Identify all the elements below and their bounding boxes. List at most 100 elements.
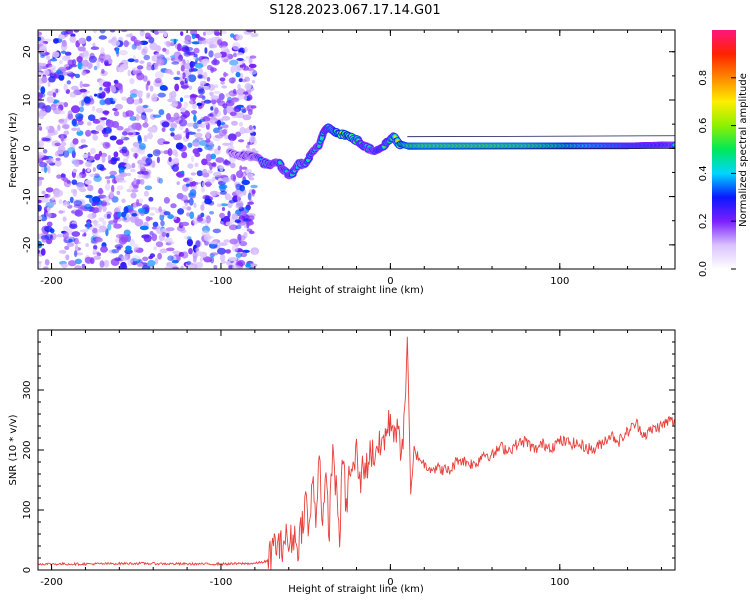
noise-blob — [141, 48, 147, 56]
noise-blob — [133, 243, 139, 251]
noise-blob — [186, 206, 192, 211]
noise-blob — [113, 110, 120, 117]
noise-blob — [211, 59, 220, 66]
noise-blob — [103, 196, 110, 203]
noise-blob — [246, 173, 254, 179]
noise-blob — [73, 30, 80, 33]
noise-blob — [159, 248, 168, 254]
noise-blob — [41, 156, 50, 160]
noise-blob — [95, 237, 103, 243]
spectrogram-y-axis-label: Frequency (Hz) — [8, 112, 19, 188]
noise-blob — [212, 176, 216, 182]
noise-blob — [247, 215, 255, 221]
noise-blob — [134, 59, 139, 63]
noise-blob — [58, 210, 64, 214]
noise-blob — [38, 140, 44, 148]
noise-blob — [197, 67, 203, 76]
noise-blob — [38, 199, 42, 204]
noise-blob — [47, 130, 56, 136]
noise-blob — [160, 220, 165, 227]
noise-blob — [98, 217, 105, 222]
noise-blob — [192, 148, 200, 155]
noise-blob — [137, 134, 142, 142]
noise-blob — [58, 101, 65, 106]
noise-blob — [135, 113, 140, 122]
noise-blob — [142, 104, 149, 109]
noise-blob — [239, 126, 246, 135]
noise-blob — [111, 249, 120, 254]
noise-blob — [147, 259, 156, 267]
noise-blob — [187, 51, 196, 56]
noise-blob — [132, 184, 139, 189]
noise-blob — [250, 184, 258, 189]
noise-blob — [223, 58, 229, 63]
noise-blob — [179, 72, 183, 80]
noise-blob — [202, 256, 212, 262]
noise-blob — [77, 205, 87, 211]
noise-blob — [205, 139, 211, 143]
noise-blob — [213, 30, 220, 35]
noise-blob — [190, 172, 197, 176]
noise-blob — [116, 190, 121, 195]
noise-blob — [170, 203, 177, 209]
spectrogram-y-tick-label: -10 — [22, 188, 33, 204]
noise-blob — [193, 114, 197, 122]
noise-blob — [207, 83, 216, 91]
noise-blob — [244, 82, 252, 90]
noise-blob — [251, 79, 256, 84]
noise-blob — [202, 71, 208, 80]
noise-blob — [228, 77, 236, 84]
noise-blob — [151, 94, 158, 102]
noise-blob — [40, 248, 46, 256]
noise-blob — [148, 207, 158, 210]
noise-blob — [157, 252, 163, 260]
noise-blob — [161, 127, 166, 132]
noise-blob — [120, 261, 127, 268]
noise-blob — [169, 71, 174, 75]
noise-blob — [58, 74, 65, 81]
noise-blob — [104, 183, 111, 191]
noise-blob — [98, 204, 102, 213]
spectrogram-x-axis-label: Height of straight line (km) — [288, 285, 424, 296]
noise-blob — [38, 102, 46, 109]
noise-blob — [206, 77, 211, 82]
noise-blob — [82, 153, 89, 159]
noise-blob — [143, 134, 148, 142]
noise-blob — [223, 71, 227, 78]
noise-blob — [176, 181, 180, 186]
noise-blob — [46, 160, 53, 164]
snr-y-tick-label: 0 — [22, 567, 33, 573]
spectrogram-y-tick-label: 0 — [22, 145, 33, 151]
noise-blob — [69, 223, 78, 230]
noise-blob — [56, 69, 62, 75]
noise-blob — [113, 223, 122, 229]
noise-blob — [236, 88, 246, 96]
snr-y-axis-label: SNR (10 * v/v) — [8, 414, 19, 485]
noise-blob — [183, 94, 191, 99]
noise-blob — [117, 211, 123, 218]
noise-blob — [147, 132, 153, 140]
noise-blob — [210, 95, 219, 101]
noise-blob — [71, 179, 78, 185]
noise-blob — [182, 72, 186, 80]
noise-blob — [170, 90, 177, 99]
noise-blob — [143, 190, 149, 197]
spectrogram-noise-field — [38, 30, 260, 269]
noise-blob — [195, 240, 201, 248]
noise-blob — [172, 250, 181, 254]
noise-blob — [123, 217, 127, 221]
spectrogram-y-tick-label: -20 — [22, 237, 33, 253]
noise-blob — [59, 60, 63, 64]
noise-blob — [93, 219, 98, 227]
noise-blob — [152, 221, 159, 228]
noise-blob — [79, 106, 84, 113]
noise-blob — [192, 255, 197, 263]
noise-blob — [207, 170, 213, 174]
noise-blob — [99, 99, 106, 106]
noise-blob — [223, 239, 231, 243]
noise-blob — [58, 199, 63, 205]
noise-blob — [219, 253, 226, 262]
noise-blob — [236, 170, 244, 179]
noise-blob — [208, 119, 217, 126]
